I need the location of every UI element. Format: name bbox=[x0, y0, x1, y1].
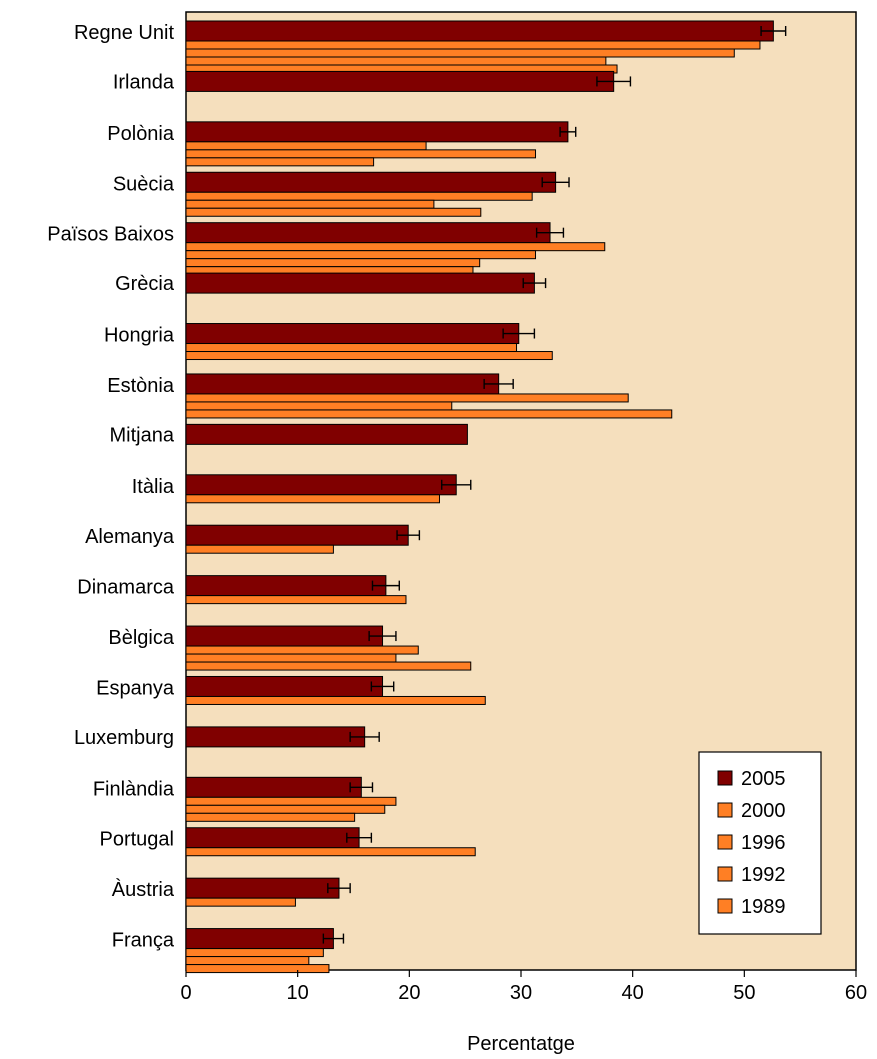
bar-2005 bbox=[185, 928, 334, 950]
category-label: Dinamarca bbox=[77, 577, 175, 599]
bar-1992 bbox=[185, 409, 673, 419]
category-label: Mitjana bbox=[110, 424, 175, 446]
bar-1992 bbox=[185, 258, 481, 268]
bar-2000 bbox=[185, 695, 486, 705]
bar-2000 bbox=[185, 40, 761, 50]
legend-label-2005: 2005 bbox=[741, 768, 786, 790]
bar-2000 bbox=[185, 544, 334, 554]
x-tick-label: 60 bbox=[845, 982, 867, 1004]
bar-2005 bbox=[185, 323, 520, 345]
legend-swatch-1996 bbox=[717, 834, 733, 850]
bar-1996 bbox=[185, 48, 735, 58]
bar-1996 bbox=[185, 149, 537, 159]
category-label: Hongria bbox=[104, 325, 175, 347]
error-bars-group bbox=[322, 26, 787, 944]
category-label: Àustria bbox=[112, 878, 175, 901]
bar-2005 bbox=[185, 20, 774, 42]
x-axis: 0 10 20 30 40 50 60 bbox=[180, 970, 867, 1004]
bar-1996 bbox=[185, 401, 453, 411]
category-label: Suècia bbox=[113, 173, 175, 195]
category-label: Itàlia bbox=[132, 476, 175, 498]
x-tick-label: 40 bbox=[622, 982, 644, 1004]
bar-2005 bbox=[185, 373, 500, 395]
bar-2005 bbox=[185, 171, 557, 193]
category-label: Alemanya bbox=[85, 526, 175, 548]
bar-1996 bbox=[185, 956, 310, 966]
bar-2005 bbox=[185, 272, 535, 294]
x-tick-label: 50 bbox=[733, 982, 755, 1004]
bar-2005 bbox=[185, 524, 409, 546]
bar-1992 bbox=[185, 812, 356, 822]
legend-label-1996: 1996 bbox=[741, 832, 786, 854]
category-label: Grècia bbox=[115, 273, 175, 295]
bar-1996 bbox=[185, 250, 537, 260]
category-labels: Regne Unit Irlanda Polònia Suècia Països Bai… bbox=[47, 22, 175, 952]
bar-1992 bbox=[185, 964, 330, 974]
bar-1992 bbox=[185, 207, 482, 217]
category-label: Països Baixos bbox=[47, 224, 174, 246]
category-label: Espanya bbox=[96, 677, 175, 699]
legend-label-2000: 2000 bbox=[741, 800, 786, 822]
category-label: Estònia bbox=[107, 375, 175, 397]
legend-swatch-1992 bbox=[717, 866, 733, 882]
x-tick-label: 10 bbox=[287, 982, 309, 1004]
bar-2000 bbox=[185, 242, 606, 252]
category-label: França bbox=[112, 930, 175, 952]
bar-2005 bbox=[185, 222, 551, 244]
bar-2005 bbox=[185, 474, 457, 496]
bar-2005 bbox=[185, 776, 362, 798]
x-tick-label: 30 bbox=[510, 982, 532, 1004]
bar-1992 bbox=[185, 661, 472, 671]
bars-group bbox=[185, 20, 774, 974]
legend-swatch-2005 bbox=[717, 770, 733, 786]
bar-1996 bbox=[185, 351, 553, 361]
legend-label-1989: 1989 bbox=[741, 896, 786, 918]
bar-2005 bbox=[185, 827, 360, 849]
bar-2000 bbox=[185, 847, 476, 857]
x-axis-title: Percentatge bbox=[467, 1033, 575, 1055]
bar-2005 bbox=[185, 575, 387, 597]
category-label: Bèlgica bbox=[108, 627, 174, 649]
x-tick-label: 20 bbox=[398, 982, 420, 1004]
bar-2005 bbox=[185, 726, 366, 748]
bar-2000 bbox=[185, 393, 629, 403]
bar-2005 bbox=[185, 625, 384, 647]
bar-2005 bbox=[185, 877, 340, 899]
bar-2000 bbox=[185, 494, 440, 504]
bar-2005 bbox=[185, 70, 615, 92]
legend-label-1992: 1992 bbox=[741, 864, 786, 886]
bar-1996 bbox=[185, 653, 397, 663]
bar-2005 bbox=[185, 675, 384, 697]
category-label: Polònia bbox=[107, 123, 175, 145]
legend-swatch-2000 bbox=[717, 802, 733, 818]
category-label: Luxemburg bbox=[74, 727, 174, 749]
bar-2000 bbox=[185, 141, 427, 151]
bar-2000 bbox=[185, 645, 419, 655]
category-label: Regne Unit bbox=[74, 22, 175, 44]
category-label: Finlàndia bbox=[93, 778, 175, 800]
bar-2000 bbox=[185, 948, 324, 958]
category-label: Irlanda bbox=[113, 71, 175, 93]
bar-2005 bbox=[185, 121, 569, 143]
bar-1992 bbox=[185, 157, 375, 167]
category-label: Portugal bbox=[100, 829, 175, 851]
bar-1996 bbox=[185, 199, 435, 209]
bar-1992 bbox=[185, 56, 607, 66]
bar-2005 bbox=[185, 423, 468, 445]
bar-2000 bbox=[185, 191, 533, 201]
legend: 2005 2000 1996 1992 1989 bbox=[698, 751, 822, 935]
bar-2000 bbox=[185, 897, 296, 907]
bar-2000 bbox=[185, 796, 397, 806]
bar-2000 bbox=[185, 595, 407, 605]
legend-swatch-1989 bbox=[717, 898, 733, 914]
bar-2000 bbox=[185, 343, 518, 353]
x-tick-label: 0 bbox=[180, 982, 191, 1004]
bar-1996 bbox=[185, 804, 386, 814]
